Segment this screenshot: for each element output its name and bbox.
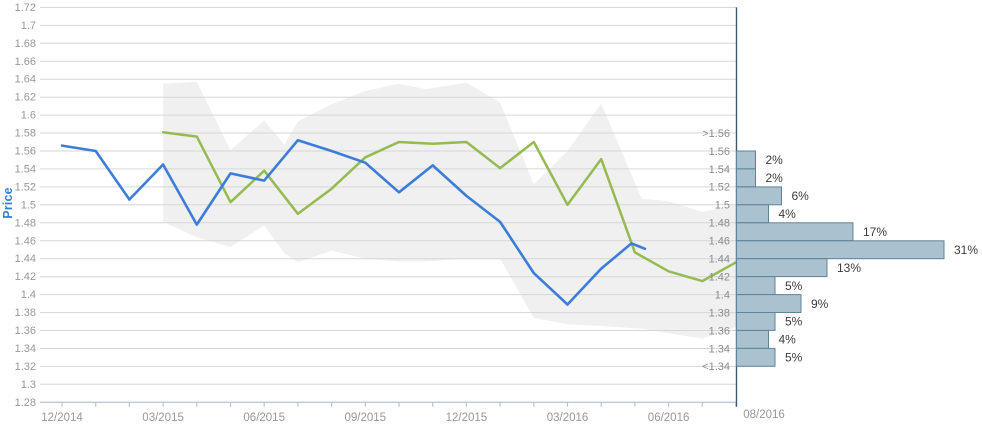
- histogram-bin-label: 1.36: [709, 325, 730, 337]
- histogram-bin-label: 1.48: [709, 218, 730, 230]
- histogram-bin-label: 1.56: [709, 146, 730, 158]
- histogram-bin-label: 1.54: [709, 164, 730, 176]
- histogram-bar: [736, 276, 776, 296]
- bar-value-label: 31%: [954, 243, 978, 257]
- x-tick-label: 03/2016: [547, 412, 589, 424]
- actual-price-line: [60, 138, 647, 306]
- y-tick-label: 1.58: [15, 128, 36, 140]
- histogram-bin-label: 1.34: [709, 343, 730, 355]
- y-tick-label: 1.64: [15, 74, 36, 86]
- forecast-line: [161, 130, 738, 283]
- probability-histogram: [735, 7, 945, 407]
- y-tick-label: 1.36: [15, 325, 36, 337]
- bar-value-label: 2%: [766, 153, 784, 167]
- bar-value-label: 6%: [792, 189, 810, 203]
- bar-value-label: 13%: [837, 261, 861, 275]
- histogram-bar: [736, 312, 776, 331]
- bar-value-label: 5%: [785, 315, 803, 329]
- histogram-bar: [736, 258, 828, 278]
- histogram-bar: [736, 347, 776, 367]
- y-tick-label: 1.54: [15, 163, 36, 175]
- x-axis: [40, 401, 737, 407]
- histogram-bin-label: 1.42: [709, 271, 730, 283]
- histogram-bin-label: 1.46: [709, 236, 730, 248]
- y-tick-label: 1.4: [21, 289, 36, 301]
- histogram-bar: [736, 330, 769, 349]
- x-tick-label: 06/2016: [648, 412, 690, 424]
- histogram-bin-label: <1.34: [702, 361, 730, 373]
- y-tick-label: 1.3: [21, 379, 36, 391]
- x-forecast-label: 08/2016: [743, 409, 785, 421]
- y-tick-label: 1.6: [21, 110, 36, 122]
- histogram-bin-label: 1.4: [715, 289, 730, 301]
- y-grid: [40, 6, 737, 403]
- y-tick-label: 1.5: [21, 199, 36, 211]
- bar-value-label: 17%: [863, 225, 887, 239]
- confidence-band: [163, 81, 737, 339]
- bar-value-label: 4%: [779, 333, 797, 347]
- y-tick-label: 1.56: [15, 146, 36, 158]
- bar-value-label: 5%: [785, 351, 803, 365]
- histogram-bar: [736, 294, 802, 314]
- y-tick-label: 1.62: [15, 92, 36, 104]
- histogram-bin-label: >1.56: [702, 128, 730, 140]
- histogram-bin-label: 1.5: [715, 200, 730, 212]
- histogram-bin-label: 1.52: [709, 182, 730, 194]
- y-tick-label: 1.32: [15, 361, 36, 373]
- x-tick-label: 03/2015: [142, 412, 184, 424]
- y-tick-label: 1.44: [15, 253, 36, 265]
- y-tick-label: 1.72: [15, 2, 36, 14]
- histogram-bar: [736, 186, 782, 206]
- y-tick-label: 1.38: [15, 307, 36, 319]
- y-tick-label: 1.28: [15, 397, 36, 409]
- x-tick-label: 09/2015: [345, 412, 387, 424]
- y-tick-label: 1.34: [15, 343, 36, 355]
- histogram-bin-label: 1.44: [709, 254, 730, 266]
- y-tick-label: 1.48: [15, 217, 36, 229]
- histogram-bar: [736, 150, 756, 170]
- histogram-bar: [736, 168, 756, 188]
- x-tick-label: 12/2015: [446, 412, 488, 424]
- bar-value-label: 9%: [811, 297, 829, 311]
- y-tick-label: 1.42: [15, 271, 36, 283]
- y-tick-label: 1.66: [15, 56, 36, 68]
- histogram-bar: [736, 204, 769, 224]
- histogram-bin-label: 1.38: [709, 307, 730, 319]
- bar-value-label: 5%: [785, 279, 803, 293]
- bar-value-label: 2%: [766, 171, 784, 185]
- bar-value-label: 4%: [779, 207, 797, 221]
- histogram-bar: [736, 222, 854, 242]
- y-tick-label: 1.52: [15, 181, 36, 193]
- x-tick-label: 06/2015: [243, 412, 285, 424]
- histogram-bar: [736, 240, 945, 260]
- y-tick-label: 1.46: [15, 235, 36, 247]
- y-tick-label: 1.68: [15, 38, 36, 50]
- y-tick-label: 1.7: [21, 20, 36, 32]
- x-tick-label: 12/2014: [41, 412, 83, 424]
